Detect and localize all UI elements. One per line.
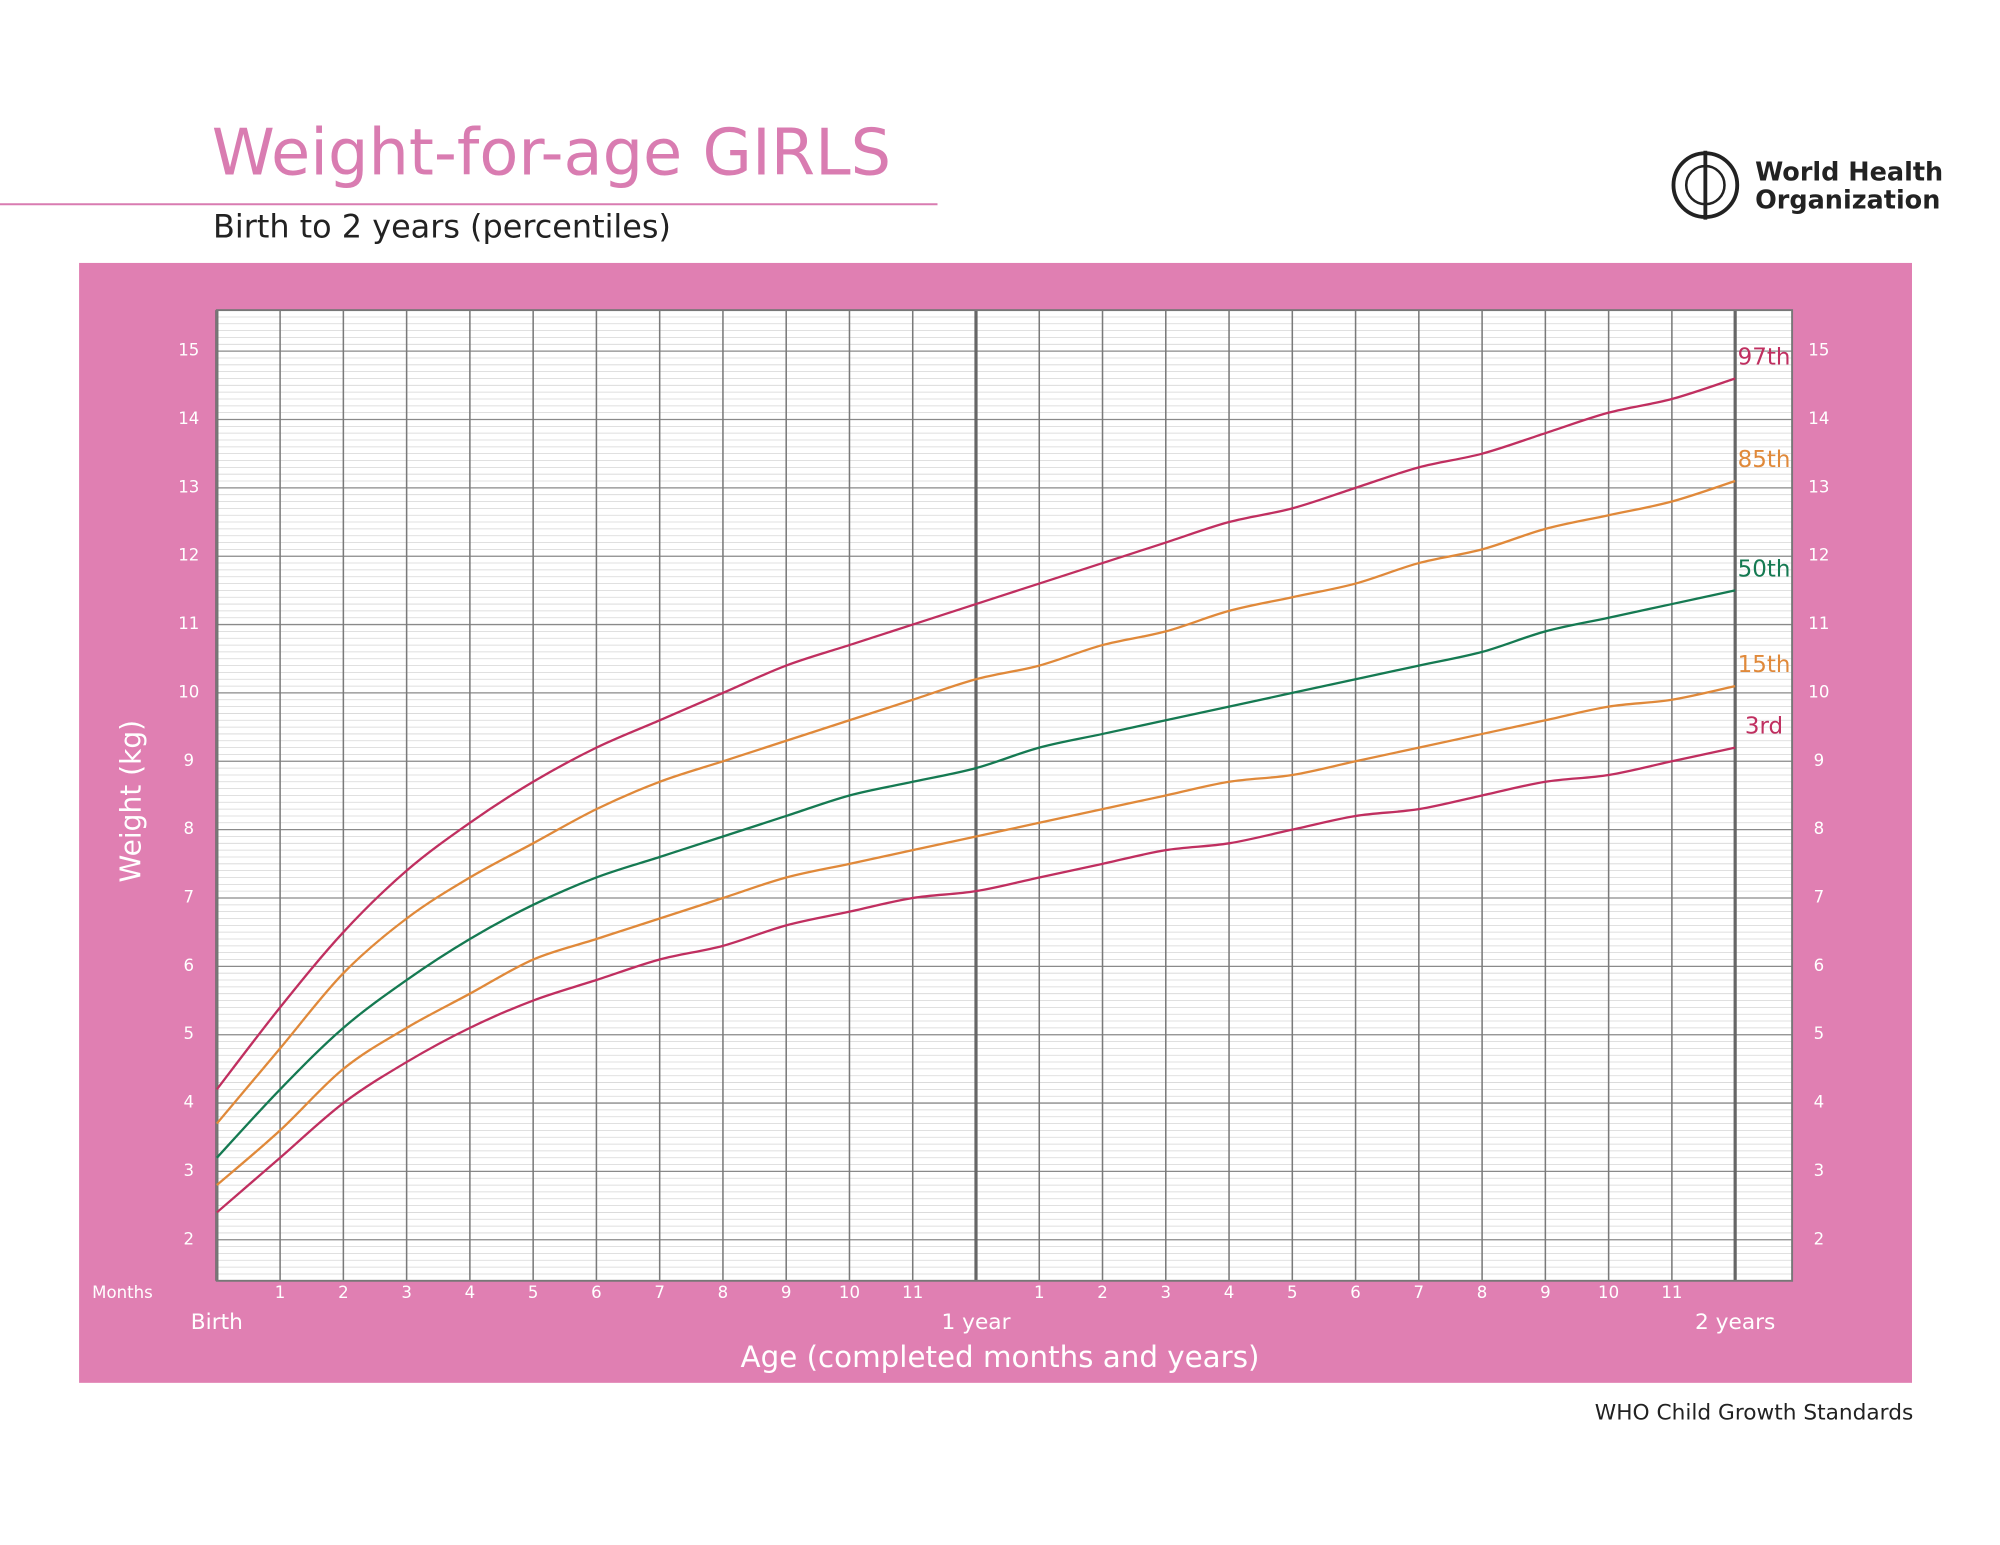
- x-tick-label: 8: [1477, 1283, 1488, 1302]
- plot-frame: [215, 309, 1794, 1282]
- x-tick-label: 11: [1661, 1283, 1682, 1302]
- x-tick-label: 10: [839, 1283, 860, 1302]
- x-year-label: 1 year: [941, 1310, 1010, 1335]
- x-axis-title: Age (completed months and years): [741, 1340, 1260, 1374]
- y-tick-label: 10: [178, 682, 199, 701]
- logo-text: World Health: [1755, 158, 1943, 188]
- y-tick-label: 5: [183, 1024, 194, 1043]
- x-tick-label: 9: [781, 1283, 792, 1302]
- x-tick-label: 4: [1224, 1283, 1235, 1302]
- y-tick-label: 13: [178, 477, 199, 496]
- x-tick-label: 5: [528, 1283, 539, 1302]
- x-tick-label: 1: [275, 1283, 286, 1302]
- y-tick-label: 12: [1808, 546, 1829, 565]
- y-tick-label: 15: [178, 341, 199, 360]
- y-tick-label: 8: [183, 819, 194, 838]
- y-tick-label: 3: [1814, 1161, 1825, 1180]
- y-axis-title: Weight (kg): [115, 720, 148, 883]
- series-label: 3rd: [1745, 714, 1783, 740]
- x-tick-label: 1: [1034, 1283, 1045, 1302]
- x-tick-label: 5: [1287, 1283, 1298, 1302]
- x-tick-label: 2: [1097, 1283, 1108, 1302]
- y-tick-label: 2: [1814, 1229, 1825, 1248]
- percentile-line: [216, 684, 1736, 1186]
- percentile-line: [215, 479, 1736, 1125]
- y-tick-label: 4: [183, 1093, 194, 1112]
- y-tick-label: 7: [183, 887, 194, 906]
- y-tick-label: 3: [183, 1161, 194, 1180]
- percentile-line: [215, 589, 1736, 1159]
- x-year-label: Birth: [191, 1310, 243, 1335]
- y-tick-label: 13: [1808, 477, 1829, 496]
- x-tick-label: 3: [401, 1283, 412, 1302]
- marks: [215, 377, 1736, 1214]
- y-tick-label: 12: [178, 546, 199, 565]
- x-tick-label: 6: [1350, 1283, 1361, 1302]
- series-label: 15th: [1738, 652, 1791, 678]
- y-tick-label: 5: [1814, 1024, 1825, 1043]
- chart-title: Weight-for-age GIRLS: [212, 117, 891, 191]
- series-label: 85th: [1738, 447, 1791, 473]
- x-tick-label: 10: [1598, 1283, 1619, 1302]
- y-tick-label: 6: [1814, 956, 1825, 975]
- x-tick-label: 4: [465, 1283, 476, 1302]
- x-tick-label: 7: [654, 1283, 665, 1302]
- x-tick-label: 11: [902, 1283, 923, 1302]
- x-tick-label: 9: [1540, 1283, 1551, 1302]
- y-tick-label: 11: [178, 614, 199, 633]
- series-label: 50th: [1738, 556, 1791, 582]
- y-tick-label: 9: [1814, 751, 1825, 770]
- y-tick-label: 6: [183, 956, 194, 975]
- x-tick-label: 6: [591, 1283, 602, 1302]
- y-tick-label: 14: [1808, 409, 1829, 428]
- series-label: 97th: [1738, 345, 1791, 371]
- x-tick-label: 2: [338, 1283, 349, 1302]
- x-tick-label: 3: [1161, 1283, 1172, 1302]
- source: WHO Child Growth Standards: [1595, 1400, 1913, 1425]
- y-tick-label: 8: [1814, 819, 1825, 838]
- x-year-label: 2 years: [1695, 1310, 1775, 1335]
- logo-text: Organization: [1755, 186, 1940, 216]
- y-tick-label: 10: [1808, 682, 1829, 701]
- y-tick-label: 7: [1814, 887, 1825, 906]
- grid: [215, 310, 1793, 1281]
- x-tick-label: 7: [1414, 1283, 1425, 1302]
- y-tick-label: 2: [183, 1229, 194, 1248]
- x-unit-label: Months: [92, 1283, 153, 1302]
- y-tick-label: 11: [1808, 614, 1829, 633]
- y-tick-label: 9: [183, 751, 194, 770]
- y-tick-label: 4: [1814, 1093, 1825, 1112]
- y-tick-label: 14: [178, 409, 199, 428]
- chart-subtitle: Birth to 2 years (percentiles): [213, 207, 671, 245]
- percentile-line: [215, 377, 1736, 1091]
- y-tick-label: 15: [1808, 341, 1829, 360]
- x-tick-label: 8: [718, 1283, 729, 1302]
- logo: World Health Organization: [1671, 150, 1943, 220]
- percentile-line: [216, 746, 1736, 1214]
